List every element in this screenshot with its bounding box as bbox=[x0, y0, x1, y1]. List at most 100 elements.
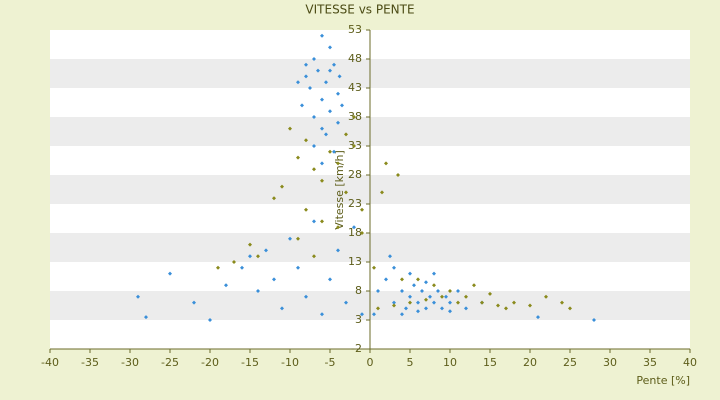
point bbox=[288, 126, 292, 131]
point bbox=[544, 294, 548, 299]
point bbox=[528, 303, 532, 308]
x-tick-label: 5 bbox=[407, 356, 414, 369]
point bbox=[448, 300, 452, 305]
point bbox=[496, 303, 500, 308]
series bbox=[136, 33, 596, 322]
y-tick-label: 18 bbox=[348, 226, 362, 239]
x-tick-label: -30 bbox=[121, 356, 139, 369]
point bbox=[400, 289, 404, 293]
point bbox=[288, 236, 292, 241]
x-axis-label: Pente [%] bbox=[636, 374, 690, 387]
point bbox=[232, 260, 236, 264]
point bbox=[440, 294, 444, 299]
y-tick-label: 53 bbox=[348, 23, 362, 36]
point bbox=[248, 254, 252, 259]
x-tick-label: -10 bbox=[281, 356, 299, 369]
point bbox=[312, 219, 316, 224]
point bbox=[360, 207, 364, 212]
chart-title: VITESSE vs PENTE bbox=[305, 3, 414, 17]
point bbox=[568, 306, 572, 311]
y-axis-label: Vitesse [km/h] bbox=[333, 150, 346, 230]
point bbox=[384, 161, 388, 166]
point bbox=[328, 149, 332, 154]
point bbox=[304, 62, 308, 67]
point bbox=[396, 173, 400, 177]
point bbox=[488, 291, 492, 296]
point bbox=[372, 312, 376, 317]
point bbox=[328, 45, 332, 50]
point bbox=[328, 109, 332, 114]
point bbox=[296, 80, 300, 85]
point bbox=[280, 306, 284, 311]
point bbox=[304, 294, 308, 299]
point bbox=[168, 271, 172, 276]
x-tick-label: -20 bbox=[201, 356, 219, 369]
y-tick-label: 3 bbox=[355, 313, 362, 326]
point bbox=[316, 68, 320, 73]
point bbox=[344, 190, 348, 195]
point bbox=[412, 283, 416, 288]
point bbox=[320, 126, 324, 131]
point bbox=[424, 297, 428, 302]
point bbox=[308, 86, 312, 90]
point bbox=[328, 277, 332, 282]
point bbox=[272, 196, 276, 201]
point bbox=[136, 294, 140, 299]
point bbox=[432, 271, 436, 276]
point bbox=[400, 312, 404, 317]
point bbox=[436, 289, 440, 293]
point bbox=[464, 306, 468, 311]
point bbox=[464, 294, 468, 299]
point bbox=[352, 144, 356, 148]
point bbox=[324, 80, 328, 85]
x-tick-label: 20 bbox=[523, 356, 537, 369]
point bbox=[360, 231, 364, 235]
point bbox=[304, 138, 308, 143]
point bbox=[296, 236, 300, 241]
point bbox=[472, 283, 476, 288]
point bbox=[432, 300, 436, 305]
y-tick-label: 43 bbox=[348, 81, 362, 94]
point bbox=[420, 289, 424, 293]
point bbox=[328, 68, 332, 73]
point bbox=[512, 300, 516, 305]
point bbox=[504, 306, 508, 311]
point bbox=[300, 103, 304, 108]
y-tick-label: 23 bbox=[348, 197, 362, 210]
point bbox=[336, 161, 340, 166]
x-tick-label: -5 bbox=[325, 356, 336, 369]
point bbox=[332, 62, 336, 67]
point bbox=[280, 184, 284, 189]
x-tick-label: 25 bbox=[563, 356, 577, 369]
point bbox=[344, 132, 348, 137]
point bbox=[336, 91, 340, 96]
point bbox=[440, 306, 444, 311]
point bbox=[360, 312, 364, 317]
point bbox=[224, 283, 228, 288]
point bbox=[336, 248, 340, 253]
point bbox=[408, 271, 412, 276]
y-tick-label: 8 bbox=[355, 284, 362, 297]
point bbox=[376, 306, 380, 311]
point bbox=[432, 283, 436, 288]
point bbox=[372, 265, 376, 270]
point bbox=[384, 277, 388, 282]
point bbox=[304, 207, 308, 212]
point bbox=[408, 300, 412, 305]
point bbox=[336, 120, 340, 125]
x-tick-label: 0 bbox=[367, 356, 374, 369]
point bbox=[320, 219, 324, 224]
point bbox=[456, 289, 460, 293]
y-tick-label: 48 bbox=[348, 52, 362, 65]
point bbox=[352, 115, 356, 119]
point bbox=[388, 254, 392, 259]
point bbox=[272, 277, 276, 282]
x-tick-label: -25 bbox=[161, 356, 179, 369]
point bbox=[392, 265, 396, 270]
x-tick-label: 35 bbox=[643, 356, 657, 369]
point bbox=[320, 97, 324, 102]
point bbox=[320, 178, 324, 183]
point bbox=[312, 254, 316, 259]
x-tick-label: -15 bbox=[241, 356, 259, 369]
point bbox=[344, 300, 348, 305]
